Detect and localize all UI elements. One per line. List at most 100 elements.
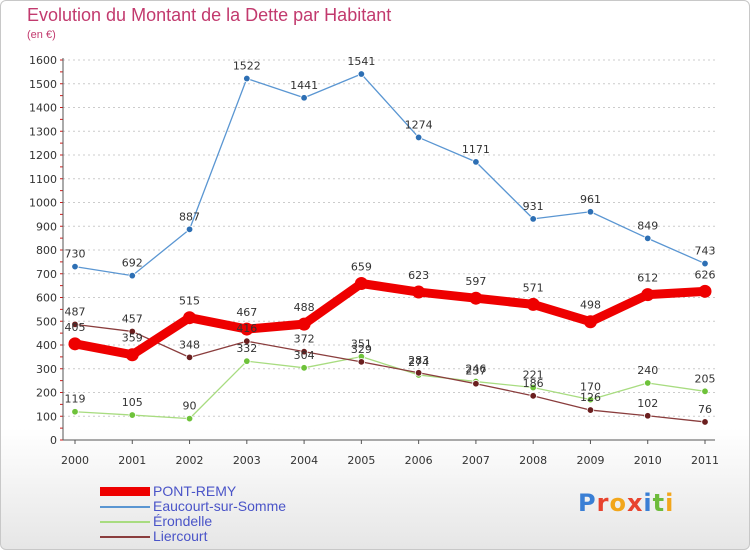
data-point bbox=[183, 311, 197, 325]
data-label: 76 bbox=[698, 403, 712, 416]
legend-swatch bbox=[100, 536, 150, 538]
data-point bbox=[125, 348, 139, 362]
series-line-eaucourt-sur-somme bbox=[74, 73, 706, 277]
data-label: 623 bbox=[408, 269, 429, 282]
data-label: 487 bbox=[65, 305, 86, 318]
chart-title: Evolution du Montant de la Dette par Hab… bbox=[27, 5, 392, 25]
data-label: 730 bbox=[65, 248, 86, 261]
data-label: 515 bbox=[179, 295, 200, 308]
data-point bbox=[243, 357, 251, 365]
data-label: 659 bbox=[351, 260, 372, 273]
y-tick-label: 0 bbox=[50, 434, 57, 447]
data-label: 102 bbox=[637, 397, 658, 410]
data-label: 488 bbox=[294, 301, 315, 314]
x-tick-label: 2003 bbox=[233, 454, 261, 467]
data-label: 246 bbox=[465, 363, 486, 376]
y-tick-label: 200 bbox=[36, 387, 57, 400]
data-point bbox=[472, 158, 480, 166]
data-label: 416 bbox=[236, 322, 257, 335]
data-point bbox=[529, 383, 537, 392]
data-point bbox=[529, 215, 537, 223]
data-point bbox=[128, 327, 136, 336]
data-point bbox=[300, 364, 308, 372]
data-point bbox=[71, 262, 79, 271]
data-point bbox=[300, 94, 308, 102]
y-tick-label: 400 bbox=[36, 339, 57, 352]
legend-swatch bbox=[100, 506, 150, 508]
data-point bbox=[185, 225, 194, 234]
data-label: 359 bbox=[122, 332, 143, 345]
data-point bbox=[412, 285, 426, 299]
data-point bbox=[414, 133, 423, 142]
logo-letter: r bbox=[596, 489, 610, 517]
data-point bbox=[698, 284, 712, 298]
data-label: 283 bbox=[408, 354, 429, 367]
data-point bbox=[297, 317, 311, 331]
data-label: 1274 bbox=[405, 118, 433, 131]
x-tick-label: 2000 bbox=[61, 454, 89, 467]
data-label: 90 bbox=[183, 400, 197, 413]
data-point bbox=[300, 347, 308, 356]
data-point bbox=[469, 291, 483, 305]
logo-letter: t bbox=[652, 489, 666, 517]
data-point bbox=[357, 358, 366, 366]
data-label: 849 bbox=[637, 219, 658, 232]
data-label: 692 bbox=[122, 257, 143, 270]
data-label: 237 bbox=[465, 365, 486, 378]
data-label: 240 bbox=[637, 364, 658, 377]
logo-letter: i bbox=[665, 489, 675, 517]
y-tick-label: 1400 bbox=[29, 102, 57, 115]
y-tick-label: 1300 bbox=[29, 125, 57, 138]
data-label: 961 bbox=[580, 193, 601, 206]
data-label: 571 bbox=[523, 281, 544, 294]
legend-label: PONT-REMY bbox=[153, 483, 237, 499]
data-label: 332 bbox=[236, 342, 257, 355]
data-point bbox=[128, 411, 136, 419]
series-line-pont-remy bbox=[70, 278, 710, 360]
legend-swatch bbox=[100, 487, 150, 496]
series-line-liercourt bbox=[74, 323, 706, 423]
data-point bbox=[243, 74, 251, 83]
data-label: 119 bbox=[65, 393, 86, 406]
proxiti-logo: Proxiti bbox=[578, 489, 674, 517]
data-point bbox=[472, 380, 480, 388]
logo-letter: i bbox=[643, 489, 653, 517]
data-label: 372 bbox=[294, 333, 315, 346]
series-pont-remy bbox=[68, 276, 712, 362]
data-point bbox=[701, 259, 709, 268]
data-point bbox=[243, 337, 251, 345]
x-tick-label: 2001 bbox=[118, 454, 146, 467]
data-label: 498 bbox=[580, 299, 601, 312]
x-tick-label: 2009 bbox=[576, 454, 604, 467]
data-point bbox=[644, 379, 652, 387]
logo-letter: P bbox=[578, 489, 597, 517]
data-point bbox=[185, 414, 194, 423]
data-label: 597 bbox=[465, 275, 486, 288]
data-point bbox=[701, 387, 709, 396]
y-tick-label: 300 bbox=[36, 363, 57, 376]
data-label: 186 bbox=[523, 377, 544, 390]
data-point bbox=[644, 234, 652, 243]
y-tick-label: 900 bbox=[36, 220, 57, 233]
data-label: 351 bbox=[351, 338, 372, 351]
legend-label: Eaucourt-sur-Somme bbox=[153, 498, 287, 514]
series-liercourt bbox=[71, 320, 709, 426]
data-point bbox=[128, 271, 136, 280]
data-label: 626 bbox=[695, 268, 716, 281]
data-label: 1541 bbox=[347, 55, 375, 68]
data-label: 1441 bbox=[290, 79, 318, 92]
y-tick-label: 1000 bbox=[29, 197, 57, 210]
data-point bbox=[240, 322, 254, 336]
data-label: 126 bbox=[580, 391, 601, 404]
x-tick-label: 2004 bbox=[290, 454, 318, 467]
data-point bbox=[641, 288, 655, 302]
data-label: 405 bbox=[65, 321, 86, 334]
y-tick-label: 100 bbox=[36, 410, 57, 423]
x-tick-label: 2002 bbox=[176, 454, 204, 467]
data-point bbox=[68, 337, 82, 351]
y-tick-label: 1600 bbox=[29, 54, 57, 67]
data-point bbox=[586, 208, 595, 216]
data-label: 205 bbox=[695, 372, 716, 385]
data-point bbox=[357, 70, 366, 78]
